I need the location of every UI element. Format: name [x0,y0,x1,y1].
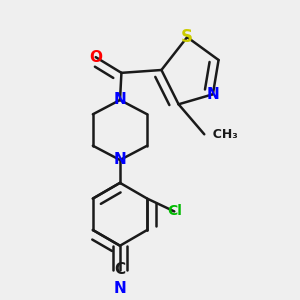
Text: N: N [114,152,126,167]
Text: N: N [206,87,219,102]
Text: N: N [114,92,126,107]
Text: S: S [181,28,193,46]
Text: O: O [89,50,102,64]
Text: N: N [114,281,126,296]
Text: CH₃: CH₃ [204,128,238,141]
Text: Cl: Cl [167,204,182,218]
Text: C: C [114,262,126,278]
